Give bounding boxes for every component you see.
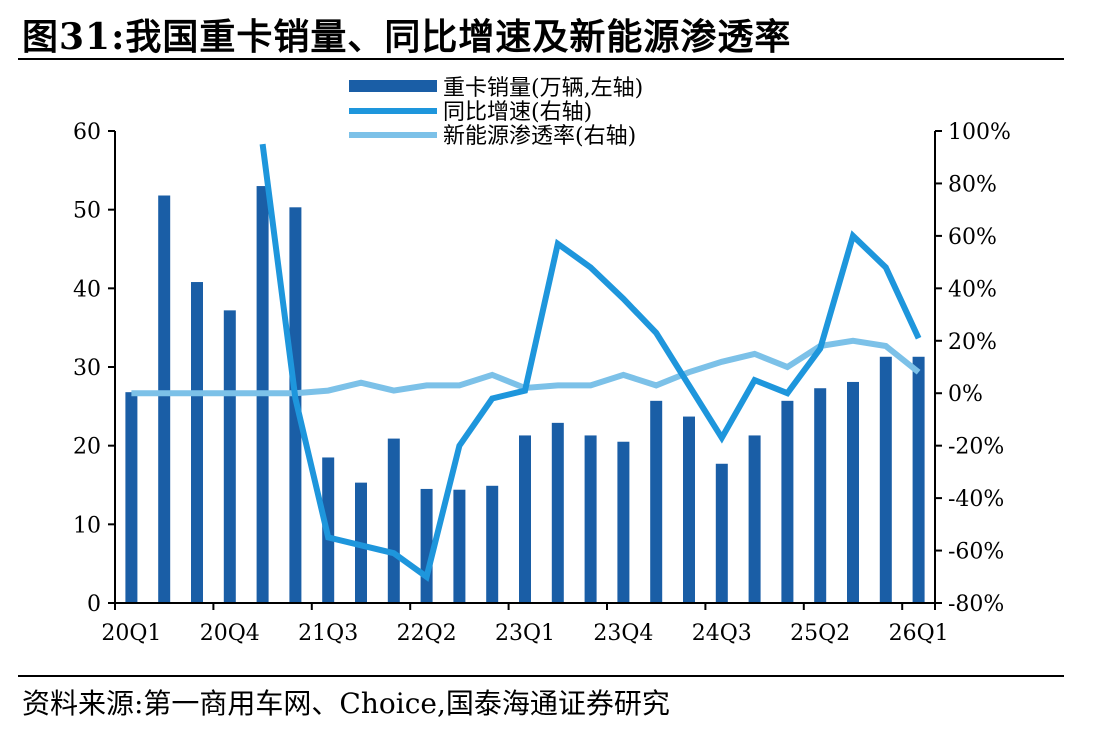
x-tick-label: 23Q4 xyxy=(593,621,653,646)
left-tick-label: 50 xyxy=(73,199,101,224)
bar-20Q1 xyxy=(125,392,138,603)
x-tick-label: 22Q2 xyxy=(397,621,457,646)
bar-23Q4 xyxy=(617,441,630,603)
left-tick-label: 30 xyxy=(73,356,101,381)
legend-label-bar: 重卡销量(万辆,左轴) xyxy=(443,76,643,101)
right-tick-label: 100% xyxy=(948,120,1011,145)
bar-23Q1 xyxy=(519,435,531,603)
x-tick-label: 24Q3 xyxy=(692,621,752,646)
bar-22Q3 xyxy=(453,489,466,603)
right-tick-label: 60% xyxy=(948,225,997,250)
bar-23Q2 xyxy=(551,422,564,603)
left-tick-label: 10 xyxy=(73,513,101,538)
bar-24Q2 xyxy=(683,416,695,603)
legend: 重卡销量(万辆,左轴) 同比增速(右轴) 新能源渗透率(右轴) xyxy=(349,76,643,149)
right-tick-label: -80% xyxy=(948,592,1004,617)
right-tick-label: 40% xyxy=(948,277,997,302)
yoy-growth-line xyxy=(259,143,922,582)
right-tick-label: -40% xyxy=(948,487,1004,512)
left-tick-label: 0 xyxy=(87,592,101,617)
bar-25Q4 xyxy=(879,356,892,603)
right-tick-label: -20% xyxy=(948,435,1004,460)
bar-20Q3 xyxy=(191,282,203,603)
right-tick-label: 20% xyxy=(948,330,997,355)
left-tick-label: 60 xyxy=(73,120,101,145)
right-tick-label: -60% xyxy=(948,540,1004,565)
bar-24Q3 xyxy=(715,463,728,603)
x-tick-label: 20Q4 xyxy=(200,621,260,646)
clipped-lines xyxy=(131,143,922,582)
legend-swatch-bar xyxy=(349,80,437,92)
bar-25Q2 xyxy=(814,388,827,603)
source-note: 资料来源:第一商用车网、Choice,国泰海通证券研究 xyxy=(22,687,670,720)
line-series xyxy=(131,143,922,582)
bar-22Q1 xyxy=(387,438,400,603)
top-rule xyxy=(18,58,1064,60)
figure-title: 图31:我国重卡销量、同比增速及新能源渗透率 xyxy=(22,16,792,58)
bar-24Q1 xyxy=(650,400,663,603)
left-tick-label: 40 xyxy=(73,277,101,302)
legend-label-nev: 新能源渗透率(右轴) xyxy=(443,124,636,149)
right-tick-label: 80% xyxy=(948,172,997,197)
bar-26Q1 xyxy=(912,356,925,603)
left-tick-label: 20 xyxy=(73,435,101,460)
x-tick-label: 26Q1 xyxy=(889,621,949,646)
bar-24Q4 xyxy=(748,435,761,603)
bar-20Q2 xyxy=(158,195,171,604)
bar-20Q4 xyxy=(223,310,236,603)
right-tick-label: 0% xyxy=(948,382,983,407)
x-tick-label: 23Q1 xyxy=(495,621,555,646)
x-tick-label: 25Q2 xyxy=(790,621,850,646)
bottom-rule xyxy=(18,675,1064,677)
x-tick-label: 20Q1 xyxy=(101,621,161,646)
bar-25Q1 xyxy=(781,400,794,603)
bar-22Q2 xyxy=(420,488,433,603)
x-tick-label: 21Q3 xyxy=(298,621,358,646)
legend-label-yoy: 同比增速(右轴) xyxy=(443,100,592,125)
bar-23Q3 xyxy=(584,435,597,603)
axes: 0 10 20 30 40 50 60 -80% -60% -40% -20% 0% 20% 40% 60%… xyxy=(73,120,1011,646)
bar-22Q4 xyxy=(486,485,499,603)
bar-25Q3 xyxy=(847,381,859,603)
